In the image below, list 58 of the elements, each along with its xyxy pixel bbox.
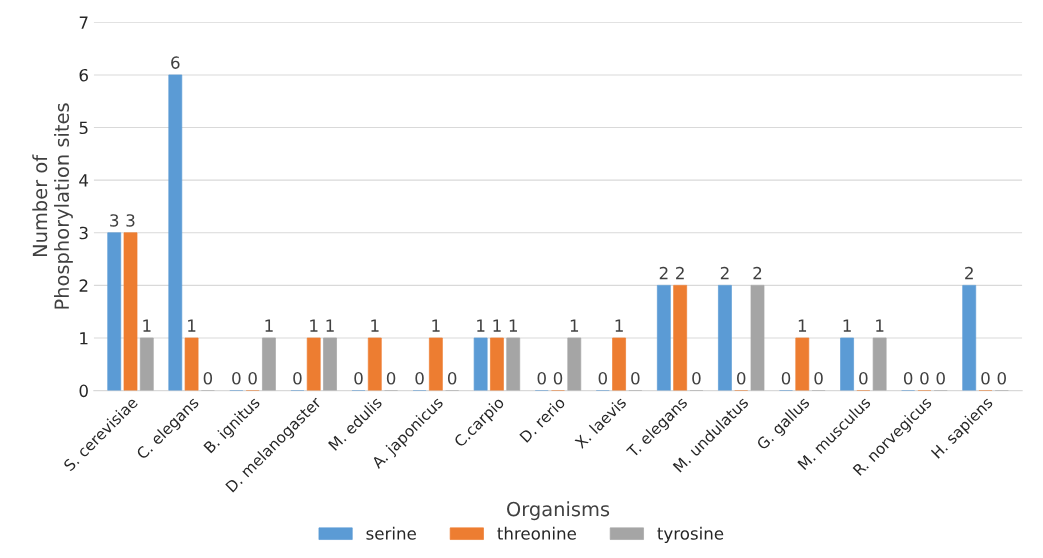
data-label: 0 xyxy=(781,371,791,385)
y-tick-label: 2 xyxy=(79,279,88,292)
y-tick-label: 5 xyxy=(79,121,88,135)
y-tick-label: 6 xyxy=(79,68,88,82)
legend-label: tyrosine xyxy=(657,526,724,543)
data-label: 0 xyxy=(232,371,241,385)
data-label: 1 xyxy=(310,319,318,332)
data-label: 1 xyxy=(143,319,151,332)
data-label: 1 xyxy=(493,319,501,332)
data-label: 1 xyxy=(509,319,517,332)
data-label: 1 xyxy=(843,319,851,332)
data-label: 0 xyxy=(737,371,746,385)
data-label: 0 xyxy=(415,371,424,385)
data-label: 2 xyxy=(720,266,729,280)
legend-label: serine xyxy=(366,526,416,540)
data-label: 2 xyxy=(659,266,668,280)
data-label: 0 xyxy=(631,371,640,385)
data-label: 2 xyxy=(676,266,684,280)
data-label: 1 xyxy=(570,319,579,332)
data-label: 3 xyxy=(110,214,119,227)
data-label: 0 xyxy=(936,371,945,385)
y-tick-label: 1 xyxy=(80,332,88,345)
data-label: 0 xyxy=(447,371,457,385)
data-label: 0 xyxy=(598,371,607,385)
data-label: 0 xyxy=(692,371,701,385)
data-label: 0 xyxy=(537,371,546,385)
data-label: 0 xyxy=(203,371,213,385)
data-label: 0 xyxy=(386,371,396,385)
data-label: 0 xyxy=(903,371,913,385)
data-label: 1 xyxy=(798,319,807,332)
data-label: 2 xyxy=(753,266,762,280)
y-axis-title: Number of Phosphorylation sites xyxy=(32,103,73,309)
data-label: 6 xyxy=(171,56,180,69)
data-label: 0 xyxy=(997,371,1006,385)
data-label: 0 xyxy=(859,371,868,385)
data-label: 3 xyxy=(126,214,135,227)
data-label: 1 xyxy=(876,319,884,332)
data-label: 1 xyxy=(615,319,623,332)
data-label: 0 xyxy=(293,371,302,385)
y-tick-label: 7 xyxy=(79,16,88,29)
data-label: 2 xyxy=(965,266,973,280)
data-label: 0 xyxy=(354,371,363,385)
data-label: 1 xyxy=(326,319,334,332)
data-label: 0 xyxy=(553,371,563,385)
data-label: 1 xyxy=(432,319,440,332)
data-label: 0 xyxy=(920,371,929,385)
data-label: 1 xyxy=(477,319,485,332)
data-label: 0 xyxy=(814,371,823,385)
x-axis-title: Organisms xyxy=(507,501,610,521)
legend-label: threonine xyxy=(497,526,576,540)
y-tick-label: 0 xyxy=(79,384,88,398)
data-label: 0 xyxy=(981,371,990,385)
y-tick-label: 4 xyxy=(79,174,89,187)
data-label: 1 xyxy=(371,319,379,332)
y-tick-label: 3 xyxy=(79,226,88,240)
data-label: 1 xyxy=(188,319,196,332)
data-label: 1 xyxy=(265,319,273,332)
data-label: 0 xyxy=(248,371,257,385)
